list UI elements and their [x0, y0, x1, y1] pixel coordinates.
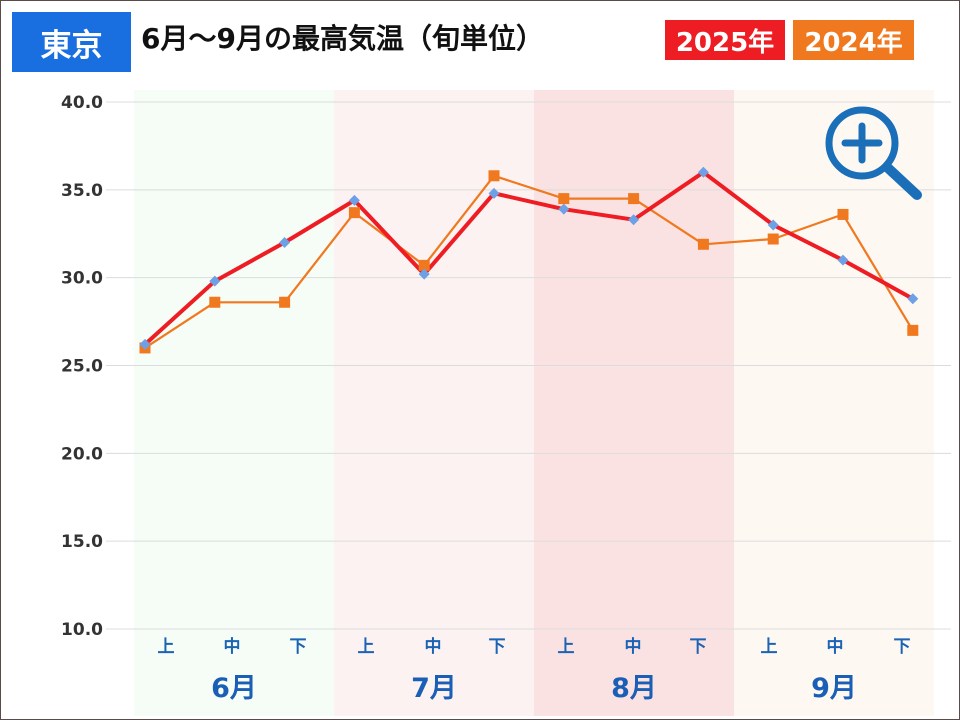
- data-point: [837, 254, 849, 266]
- city-badge: 東京: [12, 12, 131, 72]
- y-tick-label: 30.0: [61, 269, 103, 289]
- zoom-in-icon[interactable]: [825, 106, 922, 200]
- legend-2025: 2025年: [665, 20, 785, 60]
- y-tick-label: 15.0: [61, 532, 103, 552]
- series-markers: [139, 166, 919, 354]
- series-line: [143, 170, 914, 346]
- y-axis-ticks: 10.0 15.0 20.0 25.0 30.0 35.0 40.0: [61, 93, 103, 640]
- data-point: [767, 233, 779, 245]
- x-tick-label: 上: [558, 637, 575, 657]
- month-label: 9月: [811, 673, 857, 704]
- y-tick-label: 25.0: [61, 357, 103, 377]
- month-band: [134, 90, 334, 716]
- data-point: [837, 208, 849, 220]
- month-band: [534, 90, 734, 716]
- month-band: [334, 90, 534, 716]
- month-label: 6月: [211, 673, 257, 704]
- x-tick-label: 中: [827, 636, 844, 657]
- series-line: [144, 174, 914, 349]
- data-point: [209, 275, 221, 287]
- data-point: [279, 237, 291, 249]
- month-label: 8月: [611, 673, 657, 704]
- gridlines: [106, 101, 951, 630]
- data-point: [697, 166, 709, 178]
- month-label: 7月: [411, 673, 457, 704]
- x-tick-label: 下: [690, 637, 707, 657]
- data-point: [907, 324, 919, 336]
- month-bands: [134, 90, 934, 716]
- x-axis-ticks: 上中下上中下上中下上中下: [158, 636, 911, 657]
- data-point: [209, 296, 221, 308]
- data-point: [628, 214, 640, 226]
- x-tick-label: 上: [358, 637, 375, 657]
- x-tick-label: 上: [761, 637, 778, 657]
- data-point: [558, 193, 570, 205]
- data-point: [767, 219, 779, 231]
- y-tick-label: 10.0: [61, 620, 103, 640]
- data-point: [907, 293, 919, 305]
- x-tick-label: 中: [224, 636, 241, 657]
- data-point: [139, 338, 151, 350]
- data-point: [348, 194, 360, 206]
- data-point: [697, 238, 709, 250]
- zoom-lens: [825, 106, 899, 180]
- series-lines: [143, 170, 914, 349]
- data-point: [628, 193, 640, 205]
- month-band: [734, 90, 934, 716]
- data-point: [418, 268, 430, 280]
- data-point: [279, 296, 291, 308]
- x-tick-label: 下: [290, 637, 307, 657]
- legend-2024: 2024年: [793, 20, 914, 60]
- x-tick-label: 下: [489, 637, 506, 657]
- data-point: [558, 203, 570, 215]
- data-point: [488, 170, 500, 182]
- zoom-handle: [883, 163, 922, 200]
- y-tick-label: 35.0: [61, 181, 103, 201]
- month-labels: 6月 7月 8月 9月: [211, 673, 857, 704]
- data-point: [348, 207, 360, 219]
- y-tick-label: 40.0: [61, 93, 103, 113]
- data-point: [488, 187, 500, 199]
- x-tick-label: 中: [425, 636, 442, 657]
- data-point: [418, 259, 430, 271]
- y-tick-label: 20.0: [61, 444, 103, 464]
- chart-title: 6月～9月の最高気温（旬単位）: [141, 22, 544, 55]
- x-tick-label: 下: [894, 637, 911, 657]
- x-tick-label: 中: [625, 636, 642, 657]
- x-tick-label: 上: [158, 637, 175, 657]
